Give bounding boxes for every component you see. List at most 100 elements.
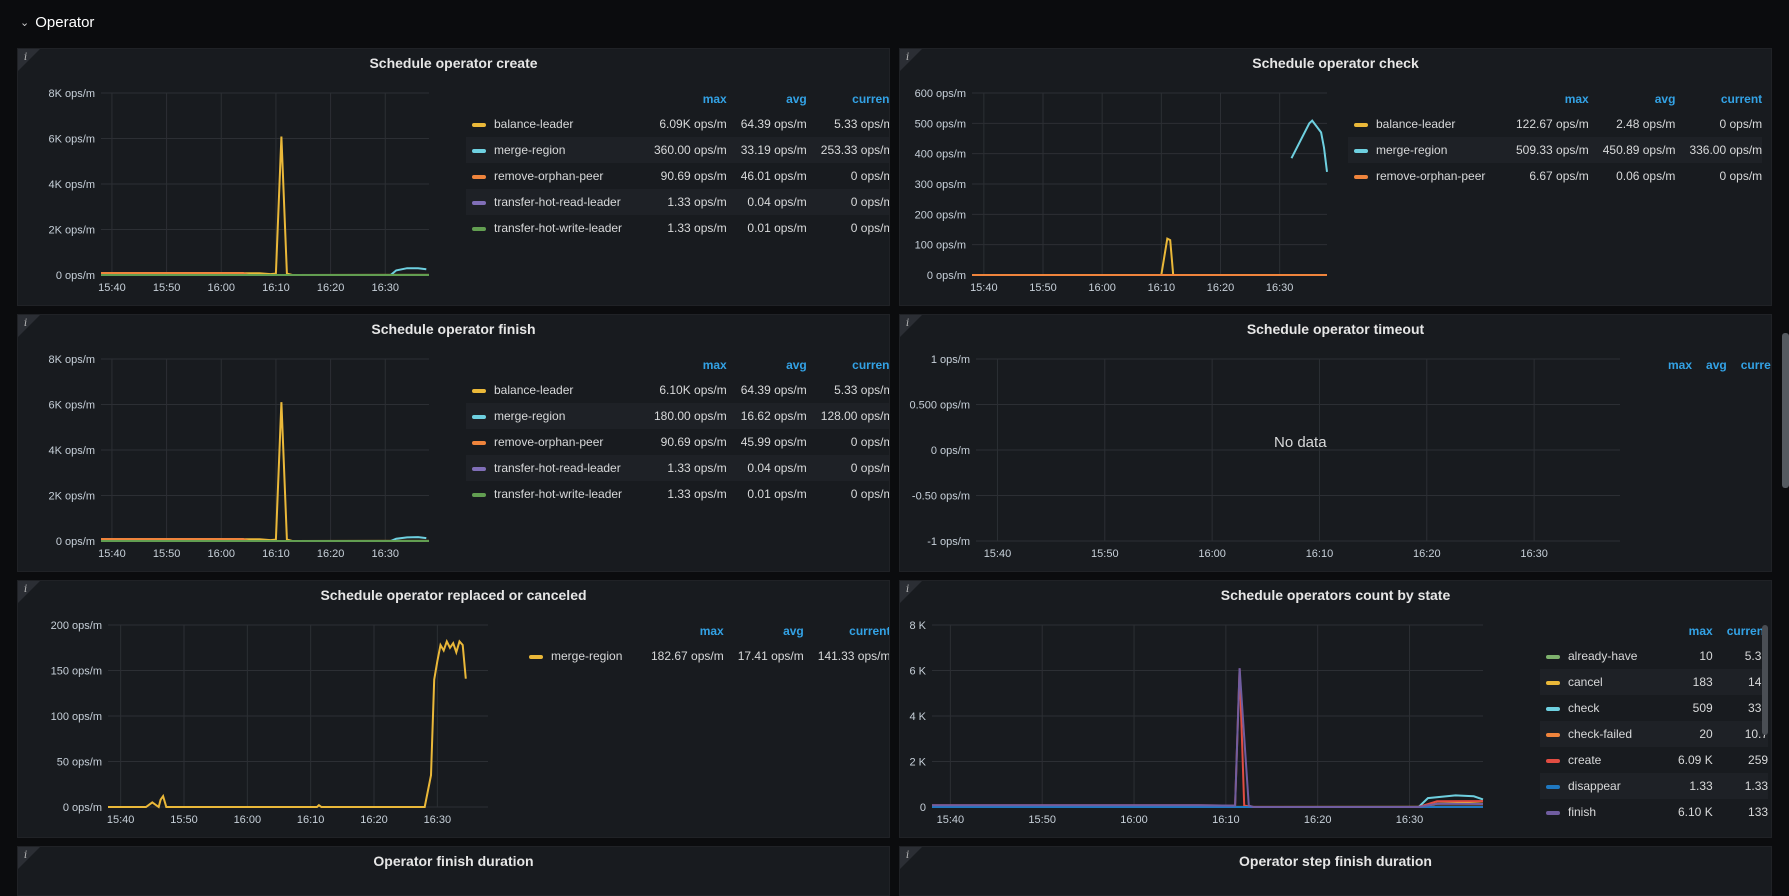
panel-title[interactable]: Operator finish duration	[18, 853, 889, 869]
series-swatch[interactable]	[472, 467, 486, 471]
row-header-operator[interactable]: ⌄ Operator	[20, 14, 94, 31]
page-scrollbar[interactable]	[1782, 333, 1789, 488]
series-name[interactable]: disappear	[1568, 779, 1621, 793]
series-swatch[interactable]	[472, 415, 486, 419]
series-swatch[interactable]	[1546, 681, 1560, 685]
series-swatch[interactable]	[1546, 785, 1560, 789]
series-name[interactable]: create	[1568, 753, 1601, 767]
series-swatch[interactable]	[472, 123, 486, 127]
series-name[interactable]: merge-region	[494, 143, 565, 157]
series-swatch[interactable]	[472, 227, 486, 231]
series-name[interactable]: transfer-hot-write-leader	[494, 487, 622, 501]
series-swatch[interactable]	[1354, 123, 1368, 127]
chevron-down-icon[interactable]: ⌄	[20, 16, 29, 29]
legend-header-max[interactable]: max	[640, 87, 727, 111]
series-name[interactable]: transfer-hot-read-leader	[494, 195, 621, 209]
series-swatch[interactable]	[472, 201, 486, 205]
series-swatch[interactable]	[472, 175, 486, 179]
series-name[interactable]: remove-orphan-peer	[1376, 169, 1485, 183]
series-name[interactable]: cancel	[1568, 675, 1603, 689]
legend-header-avg[interactable]: avg	[727, 353, 807, 377]
legend-header-avg[interactable]: avg	[1692, 353, 1727, 377]
series-name[interactable]: transfer-hot-read-leader	[494, 461, 621, 475]
legend-header-avg[interactable]: avg	[1589, 87, 1676, 111]
legend-header-max[interactable]: max	[1654, 353, 1692, 377]
series-name[interactable]: balance-leader	[494, 117, 573, 131]
series-swatch[interactable]	[472, 149, 486, 153]
legend-header-max[interactable]: max	[637, 619, 724, 643]
series-swatch[interactable]	[472, 389, 486, 393]
x-tick-label: 16:10	[262, 282, 290, 294]
legend-header-current[interactable]: current	[1713, 619, 1768, 643]
series-swatch[interactable]	[529, 655, 543, 659]
legend-header-avg[interactable]: avg	[724, 619, 804, 643]
series-name[interactable]: finish	[1568, 805, 1596, 819]
legend-header-current[interactable]: current	[807, 87, 890, 111]
series-swatch[interactable]	[1546, 811, 1560, 815]
series-name[interactable]: check-failed	[1568, 727, 1632, 741]
series-name[interactable]: already-have	[1568, 649, 1637, 663]
legend-header-max[interactable]: max	[1664, 619, 1713, 643]
legend-header-max[interactable]: max	[1502, 87, 1589, 111]
series-name[interactable]: transfer-hot-write-leader	[494, 221, 622, 235]
series-swatch[interactable]	[1354, 175, 1368, 179]
x-tick-label: 15:40	[984, 548, 1012, 560]
series-swatch[interactable]	[472, 493, 486, 497]
series-name[interactable]: remove-orphan-peer	[494, 435, 603, 449]
x-tick-label: 15:50	[153, 282, 181, 294]
legend-header-current[interactable]: current	[804, 619, 890, 643]
series-swatch[interactable]	[1546, 759, 1560, 763]
legend-header-current[interactable]: current	[1727, 353, 1772, 377]
series-swatch[interactable]	[1546, 655, 1560, 659]
legend-header-current[interactable]: current	[1675, 87, 1762, 111]
legend-header-max[interactable]: max	[640, 353, 727, 377]
series-swatch[interactable]	[1546, 707, 1560, 711]
series-name[interactable]: merge-region	[551, 649, 622, 663]
panel-title[interactable]: Operator step finish duration	[900, 853, 1771, 869]
series-name[interactable]: balance-leader	[494, 383, 573, 397]
series-name[interactable]: merge-region	[494, 409, 565, 423]
series-name[interactable]: merge-region	[1376, 143, 1447, 157]
series-swatch[interactable]	[1546, 733, 1560, 737]
legend-value-avg: 16.62 ops/m	[727, 403, 807, 429]
series-name[interactable]: remove-orphan-peer	[494, 169, 603, 183]
series-swatch[interactable]	[1354, 149, 1368, 153]
series-name[interactable]: balance-leader	[1376, 117, 1455, 131]
legend-value-max: 90.69 ops/m	[640, 429, 727, 455]
series-swatch[interactable]	[472, 441, 486, 445]
legend-header-avg[interactable]: avg	[727, 87, 807, 111]
series-name[interactable]: check	[1568, 701, 1599, 715]
legend-scrollbar[interactable]	[1762, 625, 1768, 735]
legend-header-current[interactable]: current	[807, 353, 890, 377]
